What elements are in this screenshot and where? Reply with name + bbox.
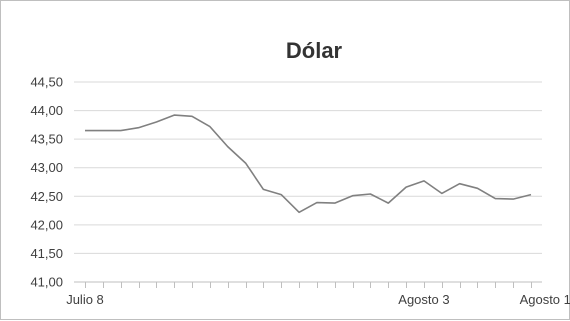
y-tick-label: 43,50: [30, 132, 63, 147]
y-tick-label: 44,50: [30, 75, 63, 90]
series-line: [85, 115, 531, 212]
y-tick-label: 43,00: [30, 160, 63, 175]
x-tick-label: Agosto 12: [520, 292, 570, 307]
y-axis-tick-labels: 44,50 44,00 43,50 43,00 42,50 42,00 41,50 41,00: [30, 75, 63, 290]
x-tick-label: Agosto 3: [398, 292, 449, 307]
chart-title: Dólar: [286, 38, 343, 63]
gridlines: [74, 82, 542, 253]
y-tick-label: 42,00: [30, 217, 63, 232]
y-tick-label: 41,00: [30, 275, 63, 290]
y-tick-label: 41,50: [30, 246, 63, 261]
x-axis: Julio 8 Agosto 3 Agosto 12: [66, 282, 570, 307]
x-tick-label: Julio 8: [66, 292, 104, 307]
series-layer: [85, 115, 531, 212]
y-tick-label: 44,00: [30, 103, 63, 118]
y-tick-label: 42,50: [30, 189, 63, 204]
